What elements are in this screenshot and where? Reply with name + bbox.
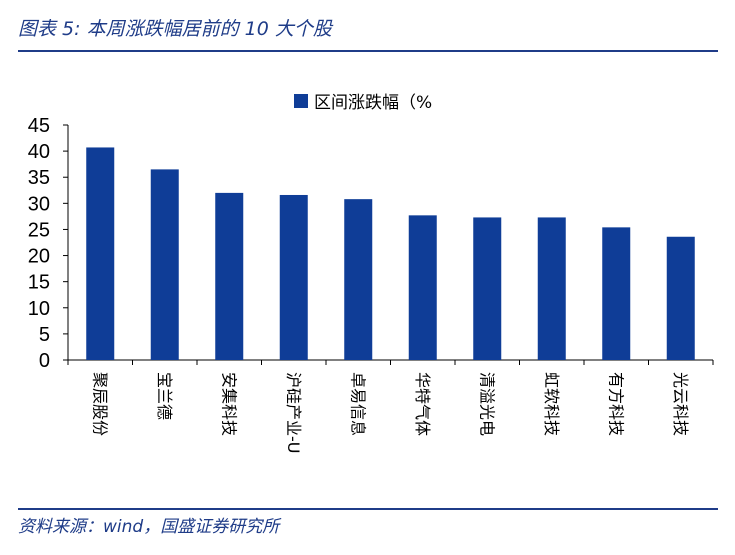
legend: 区间涨跌幅（% [294,93,432,113]
y-tick-label: 30 [28,193,50,215]
y-tick-label: 10 [28,298,50,320]
x-category-label: 清溢光电 [477,372,496,436]
bar [279,194,308,360]
y-tick-label: 20 [28,246,50,268]
x-category-label: 光云科技 [671,372,690,436]
x-category-label: 安集科技 [219,372,238,436]
bar [666,236,695,360]
y-tick-label: 15 [28,272,50,294]
y-tick-label: 40 [28,141,50,163]
x-category-label: 华特气体 [413,372,432,436]
y-tick-label: 35 [28,167,50,189]
x-category-label: 聚辰股份 [90,372,109,436]
figure-title: 图表 5: 本周涨跌幅居前的 10 大个股 [18,18,332,40]
y-tick-label: 45 [28,115,50,137]
legend-label: 区间涨跌幅（% [314,93,432,113]
bar [86,147,115,360]
bars [86,147,695,360]
y-tick-labels: 0 5 10 15 20 25 30 35 40 45 [28,115,50,372]
source-note: 资料来源：wind，国盛证券研究所 [18,517,280,537]
y-tick-label: 5 [39,324,50,346]
x-category-labels: 聚辰股份 宝兰德 安集科技 沪硅产业-U 卓易信息 华特气体 清溢光电 虹软科技 有方科技 光云科… [90,372,690,454]
bar [602,227,631,360]
x-category-label: 虹软科技 [542,372,561,436]
source-divider [18,508,718,510]
bar [150,169,179,360]
bar [408,215,437,360]
x-category-label: 有方科技 [606,372,625,436]
bar [473,217,502,360]
bar [344,199,373,360]
y-tick-label: 25 [28,219,50,241]
title-divider [18,50,718,52]
bar [537,217,566,360]
legend-swatch [294,94,308,108]
x-category-label: 卓易信息 [348,372,367,436]
y-tick-label: 0 [39,350,50,372]
x-category-label: 宝兰德 [155,372,174,420]
bar [215,192,244,360]
x-category-label: 沪硅产业-U [284,372,303,454]
